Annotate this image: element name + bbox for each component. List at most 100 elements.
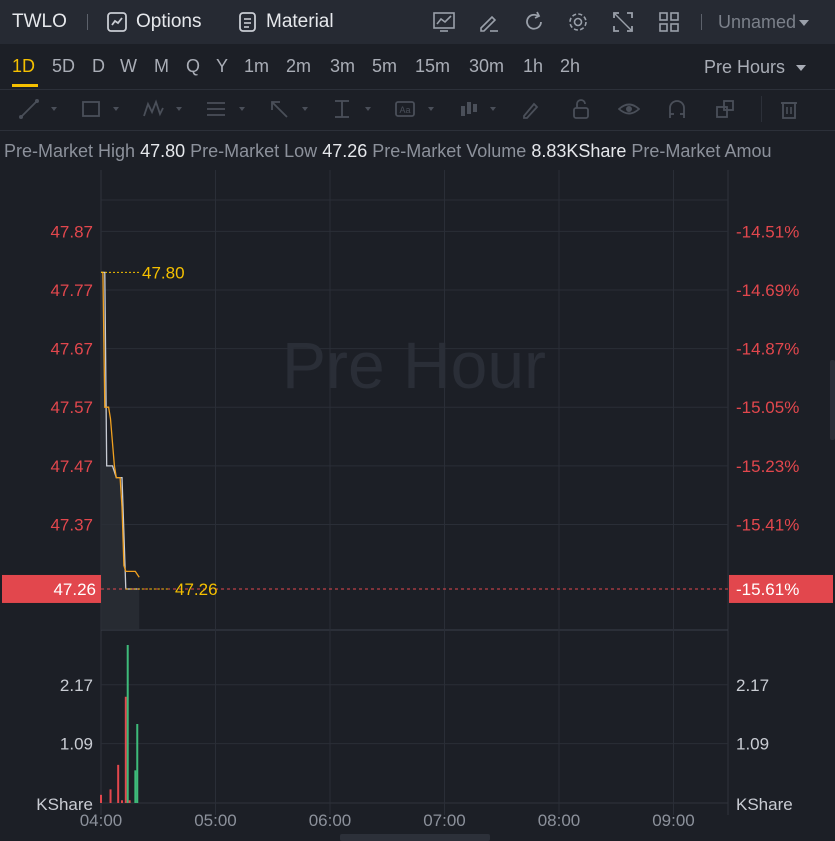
caret-down-icon — [365, 107, 371, 111]
time-tick-label: 09:00 — [652, 811, 695, 830]
arrow-tool-icon[interactable] — [268, 98, 290, 120]
volume-tick-label: 2.17 — [736, 676, 769, 695]
caret-down-icon — [176, 107, 182, 111]
price-markers: 47.80 47.26 47.26 -15.61% — [2, 263, 835, 603]
time-tick-label: 08:00 — [538, 811, 581, 830]
price-tick-label: 47.47 — [50, 457, 93, 476]
current-percent-badge — [729, 574, 833, 603]
period-1h[interactable]: 1h — [523, 56, 544, 76]
indicator-chart-icon[interactable] — [432, 10, 456, 34]
session-dropdown[interactable]: Pre Hours — [704, 57, 807, 78]
volume-bar — [109, 789, 112, 803]
period-q[interactable]: Q — [186, 56, 201, 76]
price-volume-chart[interactable]: Pre Hour 47.8747.7747.6747.5747.4747.37 … — [0, 170, 835, 841]
high-marker-label: 47.80 — [142, 263, 185, 282]
volume-axis: 2.17 2.17 1.09 1.09 KShare KShare — [36, 676, 792, 814]
eye-icon[interactable] — [618, 98, 640, 120]
price-area-fill — [101, 272, 140, 630]
volume-tick-label: 1.09 — [60, 735, 93, 754]
layout-name-label: Unnamed — [718, 12, 797, 32]
material-label: Material — [266, 11, 334, 32]
ticker-symbol[interactable]: TWLO — [12, 11, 67, 32]
layers-icon[interactable] — [714, 98, 736, 120]
time-tick-label: 07:00 — [423, 811, 466, 830]
volume-bar — [136, 724, 139, 803]
percent-tick-label: -15.05% — [736, 398, 799, 417]
brush-icon[interactable] — [520, 98, 542, 120]
volume-bar — [126, 645, 129, 803]
unlock-icon[interactable] — [570, 98, 592, 120]
period-1m[interactable]: 1m — [244, 56, 270, 76]
draw-pen-icon[interactable] — [477, 10, 501, 34]
options-button[interactable]: Options — [106, 9, 201, 35]
high-value: 47.80 — [140, 141, 186, 161]
volume-unit-label: KShare — [736, 795, 793, 814]
caret-down-icon — [490, 107, 496, 111]
layout-grid-icon[interactable] — [657, 10, 681, 34]
caret-down-icon — [239, 107, 245, 111]
gear-icon[interactable] — [566, 10, 590, 34]
volume-bar — [100, 794, 102, 803]
volume-bars — [100, 645, 139, 803]
volume-value: 8.83KShare — [531, 141, 627, 161]
current-price-label: 47.26 — [53, 580, 96, 599]
candle-pattern-icon[interactable] — [457, 98, 479, 120]
drawing-toolbar: Aa — [0, 89, 835, 131]
options-icon — [107, 12, 127, 32]
volume-unit-label: KShare — [36, 795, 93, 814]
low-value: 47.26 — [322, 141, 368, 161]
period-15m[interactable]: 15m — [415, 56, 451, 76]
percent-axis: -14.51% -14.69% -14.87% -15.05% -15.23% -15.4… — [736, 222, 799, 534]
trash-icon[interactable] — [778, 98, 800, 120]
chevron-down-icon — [799, 19, 810, 26]
fullscreen-icon[interactable] — [611, 10, 635, 34]
time-tick-label: 06:00 — [309, 811, 352, 830]
active-period-indicator — [12, 84, 38, 87]
layout-name-dropdown[interactable]: Unnamed — [718, 12, 810, 33]
refresh-icon[interactable] — [522, 10, 546, 34]
fibonacci-icon[interactable] — [205, 98, 227, 120]
period-y[interactable]: Y — [216, 56, 229, 76]
caret-down-icon — [113, 107, 119, 111]
period-w[interactable]: W — [120, 56, 137, 76]
price-series — [101, 271, 140, 630]
period-m[interactable]: M — [154, 56, 169, 76]
period-selector: 1D 5D D W M Q Y 1m 2m 3m 5m 15m 30m 1h 2… — [0, 44, 835, 88]
percent-tick-label: -14.51% — [736, 222, 799, 241]
wave-pattern-icon[interactable] — [142, 98, 164, 120]
magnet-icon[interactable] — [666, 98, 688, 120]
volume-bar — [120, 800, 123, 803]
horizontal-scrollbar — [340, 834, 490, 841]
document-icon — [239, 12, 256, 32]
percent-tick-label: -15.23% — [736, 457, 799, 476]
text-tool-icon[interactable]: Aa — [394, 98, 416, 120]
volume-bar — [124, 696, 127, 803]
options-label: Options — [136, 11, 202, 32]
price-tick-label: 47.67 — [50, 340, 93, 359]
session-label: Pre Hours — [704, 57, 786, 77]
chart-grid — [100, 170, 729, 815]
percent-tick-label: -15.41% — [736, 515, 799, 534]
current-percent-label: -15.61% — [736, 580, 799, 599]
period-5d[interactable]: 5D — [52, 56, 76, 76]
measure-tool-icon[interactable] — [331, 98, 353, 120]
period-3m[interactable]: 3m — [330, 56, 356, 76]
rectangle-tool-icon[interactable] — [80, 98, 102, 120]
toolbar-divider — [761, 96, 762, 122]
price-tick-label: 47.77 — [50, 281, 93, 300]
period-30m[interactable]: 30m — [469, 56, 505, 76]
period-5m[interactable]: 5m — [372, 56, 398, 76]
trend-line-icon[interactable] — [18, 98, 40, 120]
toolbar-divider — [87, 14, 88, 30]
material-button[interactable]: Material — [238, 9, 334, 35]
period-2m[interactable]: 2m — [286, 56, 312, 76]
period-2h[interactable]: 2h — [560, 56, 581, 76]
price-line — [101, 271, 140, 578]
vertical-scrollbar — [830, 360, 835, 440]
period-1d[interactable]: 1D — [12, 56, 36, 76]
volume-tick-label: 2.17 — [60, 676, 93, 695]
volume-bar — [117, 764, 120, 803]
period-d[interactable]: D — [92, 56, 105, 76]
time-tick-label: 05:00 — [194, 811, 237, 830]
premarket-info-bar: Pre-Market High 47.80 Pre-Market Low 47.… — [4, 141, 771, 162]
